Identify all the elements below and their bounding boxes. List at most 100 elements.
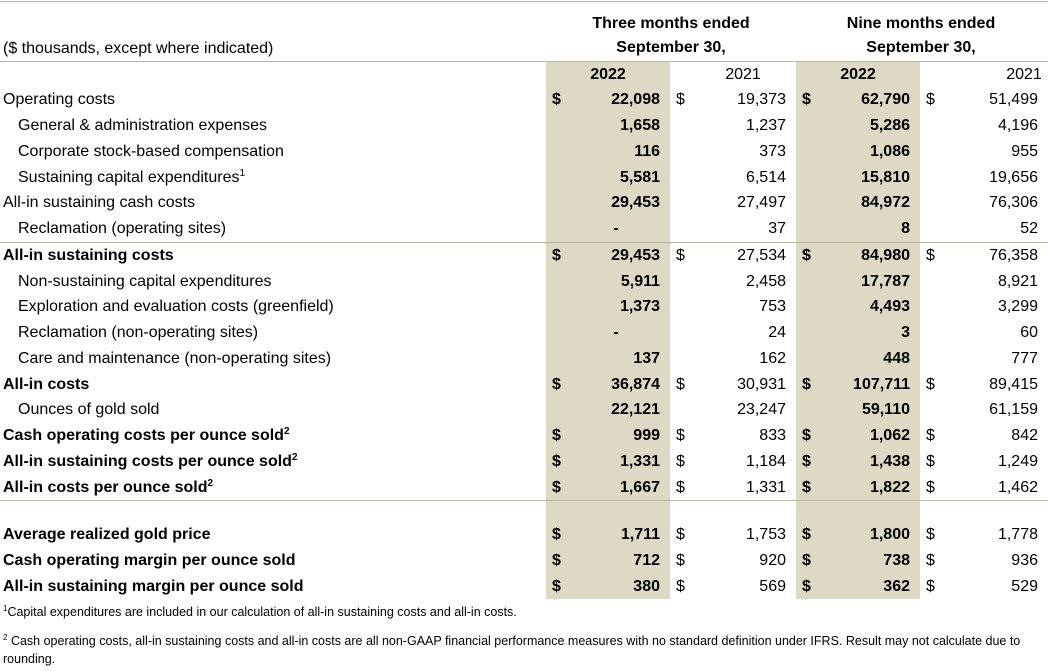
currency-symbol <box>670 215 696 243</box>
value-cell-v2: 24 <box>768 324 786 342</box>
value-cell-v1: 29,453 <box>572 242 670 269</box>
currency-symbol <box>670 139 696 165</box>
value-cell-v4: 777 <box>1011 349 1038 367</box>
value-cell-v4: 842 <box>1011 427 1038 445</box>
row-label: General & administration expenses <box>0 113 546 139</box>
currency-symbol <box>670 320 696 346</box>
row-label: Exploration and evaluation costs (greenf… <box>0 294 546 320</box>
table-row-all-in-costs: All-in costs $36,874 $30,931 $107,711 $89,41… <box>0 371 1048 397</box>
footnote-1-text: Capital expenditures are included in our… <box>7 605 517 619</box>
table-row-operating-costs: Operating costs $22,098 $19,373 $62,790 $51,… <box>0 87 1048 113</box>
year-shade-2022-3m <box>546 62 670 87</box>
table-row-cash-operating-margin-per-ounce-sold: Cash operating margin per ounce sold $712… <box>0 547 1048 574</box>
table-row-non-sustaining-capital-expenditures: Non-sustaining capital expenditures 5,911… <box>0 268 1048 294</box>
currency-symbol: $ <box>676 375 685 393</box>
table-row-reclamation-non-operating-sites: Reclamation (non-operating sites) - 24 3 60 <box>0 319 1048 346</box>
value-cell-v3: 1,062 <box>822 422 920 449</box>
currency-symbol: $ <box>546 474 572 502</box>
currency-symbol: $ <box>796 371 822 397</box>
value-cell-v4: 61,159 <box>989 401 1038 419</box>
three-months-header-line1: Three months ended <box>592 15 750 32</box>
footnote-2-marker: 2 <box>3 633 8 642</box>
row-label-text: Care and maintenance (non-operating site… <box>18 349 332 367</box>
row-label: Ounces of gold sold <box>0 397 546 423</box>
currency-symbol <box>920 215 946 243</box>
footnote-marker: 2 <box>291 451 298 463</box>
value-cell-v1: 1,373 <box>572 294 670 320</box>
row-label-text: All-in costs per ounce sold <box>3 478 208 496</box>
spacer-cell <box>670 501 696 523</box>
value-cell-v3: 1,086 <box>822 138 920 165</box>
spacer-cell <box>0 501 546 523</box>
three-months-header: Three months ended September 30, <box>546 12 796 60</box>
currency-symbol: $ <box>796 87 822 113</box>
value-cell-v4: 60 <box>1020 324 1038 342</box>
currency-symbol: $ <box>926 452 935 470</box>
currency-symbol: $ <box>926 246 935 264</box>
row-label-text: Operating costs <box>3 91 116 109</box>
top-rule <box>0 1 1048 2</box>
value-cell-v2: 30,931 <box>737 375 786 393</box>
row-label: Corporate stock-based compensation <box>0 139 546 165</box>
value-cell-v2: 1,184 <box>745 452 786 470</box>
currency-symbol <box>546 138 572 165</box>
row-label: All-in sustaining costs per ounce sold2 <box>0 449 546 475</box>
table-row-sustaining-capital-expenditures: Sustaining capital expenditures1 5,581 6,5… <box>0 164 1048 190</box>
value-cell-v3: 4,493 <box>822 294 920 320</box>
value-cell-v1: 22,121 <box>572 397 670 423</box>
currency-symbol: $ <box>676 91 685 109</box>
spacer-cell <box>696 501 796 523</box>
currency-symbol: $ <box>676 452 685 470</box>
value-cell-v1: 5,911 <box>572 268 670 294</box>
currency-symbol <box>920 190 946 216</box>
row-label-text: All-in sustaining margin per ounce sold <box>3 577 304 595</box>
currency-symbol: $ <box>920 474 946 502</box>
financial-table: Operating costs $22,098 $19,373 $62,790 $51,… <box>0 87 1048 600</box>
currency-symbol <box>546 164 572 190</box>
value-cell-v3: 59,110 <box>822 397 920 423</box>
year-2022-nine-months: 2022 <box>840 66 876 83</box>
currency-symbol: $ <box>676 526 685 544</box>
row-label: Average realized gold price <box>0 522 546 548</box>
value-cell-v4: 1,778 <box>997 526 1038 544</box>
footnote-2-text: Cash operating costs, all-in sustaining … <box>3 634 1021 666</box>
value-cell-v3: 448 <box>822 345 920 372</box>
value-cell-v4: 3,299 <box>997 298 1038 316</box>
currency-symbol <box>670 346 696 372</box>
value-cell-v1: 137 <box>572 345 670 372</box>
nine-months-header: Nine months ended September 30, <box>796 12 1046 60</box>
value-cell-v1: 29,453 <box>572 190 670 216</box>
footnote-marker: 2 <box>207 477 214 489</box>
value-cell-v1: 999 <box>572 422 670 449</box>
currency-symbol <box>920 113 946 139</box>
value-cell-v1: 1,658 <box>572 112 670 139</box>
currency-symbol <box>920 268 946 294</box>
value-cell-v4: 8,921 <box>997 272 1038 290</box>
value-cell-v2: 753 <box>759 298 786 316</box>
footnote-1: 1Capital expenditures are included in ou… <box>3 603 1043 621</box>
header-rule <box>0 61 1048 62</box>
value-cell-v2: 1,237 <box>745 117 786 135</box>
row-label-text: Reclamation (non-operating sites) <box>18 324 259 342</box>
value-cell-v3: 738 <box>822 547 920 574</box>
table-row-average-realized-gold-price: Average realized gold price $1,711 $1,753 $… <box>0 522 1048 548</box>
value-cell-v1: 116 <box>572 138 670 165</box>
row-label-text: All-in sustaining costs <box>3 246 174 264</box>
table-row-all-in-sustaining-margin-per-ounce-sold: All-in sustaining margin per ounce sold $… <box>0 573 1048 600</box>
currency-symbol: $ <box>676 427 685 445</box>
row-label: All-in sustaining cash costs <box>0 190 546 216</box>
value-cell-v3: 62,790 <box>822 87 920 113</box>
value-cell-v2: 920 <box>759 552 786 570</box>
row-label: Operating costs <box>0 87 546 113</box>
value-cell-v3: 1,438 <box>822 448 920 475</box>
table-row-general-administration-expenses: General & administration expenses 1,658 1,… <box>0 112 1048 139</box>
units-note: ($ thousands, except where indicated) <box>3 40 274 57</box>
value-cell-v3: 3 <box>822 319 920 346</box>
value-cell-v2: 1,331 <box>696 474 796 502</box>
table-row-cash-operating-costs-per-ounce-sold: Cash operating costs per ounce sold2 $999… <box>0 422 1048 449</box>
row-label: Reclamation (non-operating sites) <box>0 320 546 346</box>
table-row-reclamation-operating-sites: Reclamation (operating sites) -37 8 52 <box>0 215 1048 243</box>
row-label: All-in sustaining margin per ounce sold <box>0 574 546 600</box>
currency-symbol <box>546 268 572 294</box>
